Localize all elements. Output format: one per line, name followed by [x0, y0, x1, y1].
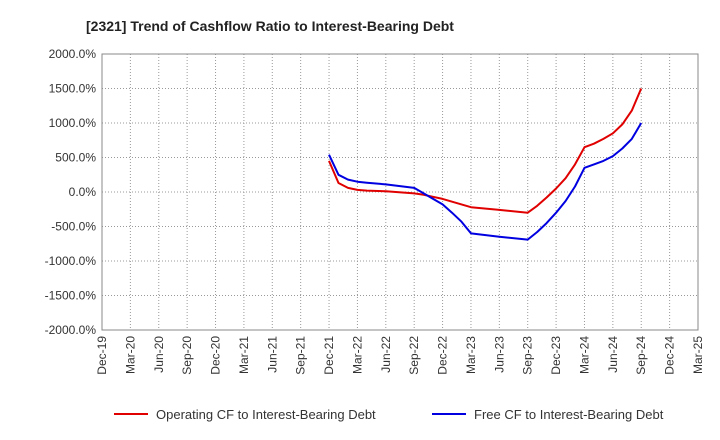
- x-tick-label: Sep-20: [180, 336, 194, 375]
- y-tick-label: 500.0%: [55, 151, 96, 165]
- x-tick-label: Jun-20: [152, 336, 166, 373]
- y-tick-label: -1000.0%: [45, 254, 97, 268]
- legend-label-2: Free CF to Interest-Bearing Debt: [474, 407, 664, 422]
- x-tick-label: Mar-25: [691, 336, 705, 374]
- legend-label-1: Operating CF to Interest-Bearing Debt: [156, 407, 376, 422]
- y-tick-label: -2000.0%: [45, 323, 97, 337]
- chart-title: [2321] Trend of Cashflow Ratio to Intere…: [86, 18, 454, 34]
- y-tick-label: 2000.0%: [49, 47, 97, 61]
- x-tick-label: Dec-21: [322, 336, 336, 375]
- x-tick-label: Dec-24: [663, 336, 677, 375]
- x-axis-ticks: Dec-19 Mar-20 Jun-20 Sep-20 Dec-20 Mar-21 Jun-…: [95, 336, 705, 375]
- plot-border: [101, 53, 699, 331]
- x-tick-label: Jun-24: [606, 336, 620, 373]
- x-tick-label: Dec-19: [95, 336, 109, 375]
- y-tick-label: 1500.0%: [49, 82, 97, 96]
- x-tick-label: Jun-21: [265, 336, 279, 373]
- legend: Operating CF to Interest-Bearing Debt Fre…: [114, 407, 664, 422]
- x-tick-label: Mar-24: [577, 336, 591, 374]
- x-tick-label: Dec-22: [436, 336, 450, 375]
- y-tick-label: -1500.0%: [45, 289, 97, 303]
- x-tick-label: Sep-23: [521, 336, 535, 375]
- x-tick-label: Mar-20: [123, 336, 137, 374]
- x-tick-label: Mar-23: [464, 336, 478, 374]
- x-tick-label: Mar-21: [237, 336, 251, 374]
- x-tick-label: Sep-22: [407, 336, 421, 375]
- x-tick-label: Sep-24: [634, 336, 648, 375]
- x-tick-label: Dec-20: [209, 336, 223, 375]
- x-tick-label: Mar-22: [350, 336, 364, 374]
- series-lines: [328, 88, 643, 241]
- y-tick-label: 1000.0%: [49, 116, 97, 130]
- x-tick-label: Sep-21: [294, 336, 308, 375]
- y-axis-ticks: 2000.0% 1500.0% 1000.0% 500.0% 0.0% -500.0% -1…: [45, 47, 97, 337]
- series-line-2: [328, 122, 643, 241]
- series-line-1: [328, 88, 643, 214]
- x-tick-label: Jun-22: [379, 336, 393, 373]
- x-tick-label: Dec-23: [549, 336, 563, 375]
- y-tick-label: -500.0%: [51, 220, 96, 234]
- x-tick-label: Jun-23: [492, 336, 506, 373]
- y-tick-label: 0.0%: [69, 185, 97, 199]
